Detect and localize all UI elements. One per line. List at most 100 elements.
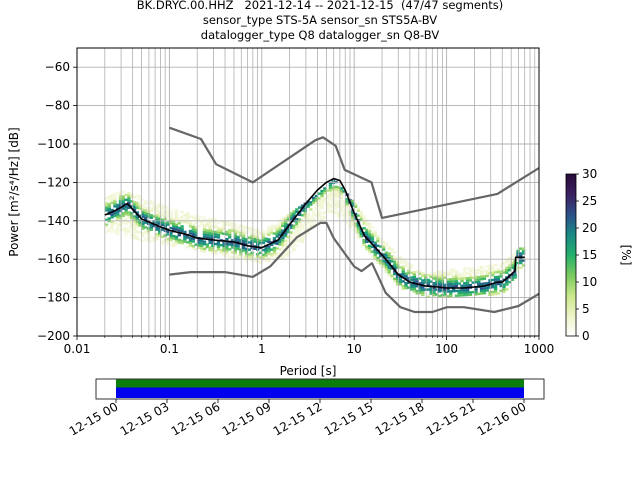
histogram-cell <box>325 203 330 207</box>
histogram-cell <box>457 294 461 297</box>
histogram-cell <box>149 216 153 219</box>
histogram-cell <box>519 247 523 250</box>
x-tick-label: 1 <box>258 342 266 356</box>
histogram-cell <box>460 274 464 278</box>
histogram-cell <box>118 192 123 196</box>
histogram-cell <box>135 201 140 205</box>
y-tick-label: −200 <box>37 329 70 343</box>
histogram-cell <box>152 224 156 228</box>
histogram-cell <box>384 265 389 269</box>
histogram-cell <box>339 201 344 204</box>
histogram-cell <box>516 271 520 274</box>
histogram-cell <box>404 286 408 290</box>
histogram-cell <box>485 265 489 268</box>
histogram-cell <box>365 235 369 239</box>
histogram-cell <box>311 218 316 221</box>
histogram-cell <box>124 205 128 209</box>
histogram-cell <box>269 248 274 251</box>
histogram-cell <box>300 240 305 243</box>
histogram-cell <box>116 211 120 214</box>
histogram-cell <box>365 221 369 224</box>
histogram-cell <box>227 248 232 251</box>
histogram-cell <box>309 220 313 223</box>
histogram-cell <box>230 251 235 254</box>
histogram-cell <box>113 221 117 225</box>
histogram-cell <box>390 250 394 253</box>
histogram-cell <box>113 231 117 234</box>
histogram-cell <box>309 222 313 226</box>
histogram-cell <box>454 284 459 288</box>
histogram-cell <box>152 236 156 240</box>
histogram-cell <box>194 221 198 225</box>
histogram-cell <box>415 270 419 274</box>
histogram-cell <box>264 232 268 236</box>
histogram-cell <box>297 240 302 243</box>
histogram-cell <box>306 212 310 215</box>
histogram-cell <box>488 286 492 289</box>
histogram-cell <box>295 210 299 214</box>
histogram-cell <box>435 293 439 296</box>
histogram-cell <box>283 222 288 226</box>
histogram-cell <box>432 291 436 295</box>
histogram-cell <box>169 222 173 225</box>
histogram-cell <box>460 272 464 275</box>
histogram-cell <box>272 237 277 240</box>
histogram-cell <box>219 244 223 247</box>
histogram-cell <box>141 234 145 238</box>
histogram-cell <box>158 210 162 213</box>
histogram-cell <box>519 252 523 255</box>
histogram-cell <box>449 292 453 295</box>
histogram-cell <box>155 235 159 239</box>
histogram-cell <box>241 230 246 233</box>
histogram-cell <box>269 243 274 247</box>
histogram-cell <box>465 281 470 285</box>
histogram-cell <box>110 230 114 233</box>
histogram-cell <box>351 223 355 227</box>
histogram-cell <box>317 214 321 217</box>
histogram-cell <box>407 276 411 280</box>
histogram-cell <box>337 215 341 218</box>
histogram-cell <box>275 235 279 238</box>
histogram-cell <box>225 254 229 258</box>
histogram-cell <box>376 244 380 248</box>
histogram-cell <box>292 234 296 237</box>
histogram-cell <box>247 255 251 259</box>
histogram-cell <box>365 228 369 232</box>
histogram-cell <box>457 289 461 292</box>
histogram-cell <box>222 222 226 226</box>
histogram-cell <box>185 221 190 225</box>
histogram-cell <box>499 280 503 283</box>
histogram-cell <box>365 245 369 248</box>
histogram-cell <box>370 233 375 237</box>
histogram-cell <box>244 252 249 255</box>
histogram-cell <box>398 278 403 281</box>
histogram-cell <box>300 223 305 227</box>
histogram-cell <box>513 276 517 279</box>
histogram-cell <box>325 210 330 214</box>
histogram-cell <box>331 188 335 192</box>
histogram-cell <box>236 245 240 248</box>
histogram-cell <box>267 245 271 248</box>
histogram-cell <box>124 234 128 238</box>
histogram-cell <box>247 253 251 256</box>
histogram-cell <box>250 232 254 235</box>
histogram-cell <box>393 280 397 283</box>
histogram-cell <box>275 225 279 229</box>
histogram-cell <box>191 245 195 248</box>
histogram-cell <box>323 216 327 219</box>
histogram-cell <box>197 215 201 218</box>
histogram-cell <box>379 240 383 243</box>
histogram-cell <box>241 232 246 235</box>
histogram-cell <box>227 233 232 237</box>
histogram-cell <box>118 224 123 227</box>
histogram-cell <box>337 203 341 206</box>
histogram-cell <box>367 223 372 226</box>
histogram-cell <box>118 209 123 213</box>
histogram-cell <box>516 261 520 265</box>
histogram-cell <box>272 227 277 230</box>
histogram-cell <box>183 221 187 224</box>
histogram-cell <box>118 202 123 205</box>
histogram-cell <box>446 273 450 276</box>
histogram-cell <box>174 235 179 239</box>
histogram-cell <box>155 233 159 236</box>
